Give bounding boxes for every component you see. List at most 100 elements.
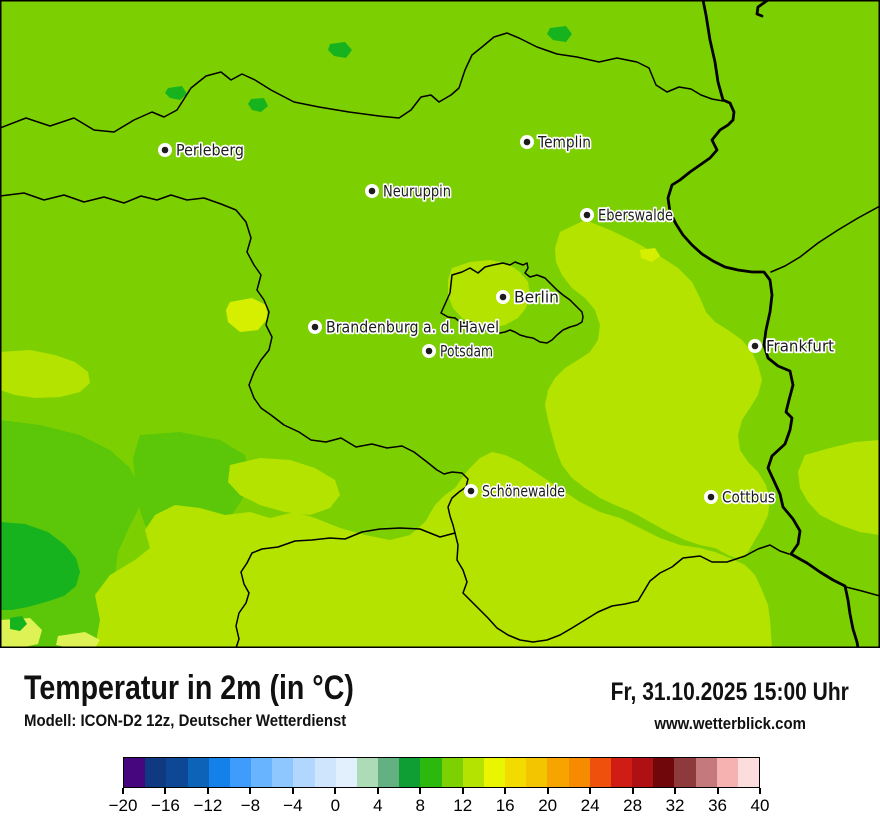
- city-marker-dot: [583, 211, 591, 219]
- city-label: Eberswalde: [598, 206, 673, 225]
- page-title: Temperatur in 2m (in °C): [24, 669, 354, 707]
- colorbar-label--8: −8: [240, 796, 261, 815]
- city-marker-dot: [751, 342, 759, 350]
- colorbar-tick-16: [504, 788, 507, 794]
- map-frame-border: [0, 0, 880, 648]
- colorbar-swatches: [123, 757, 760, 788]
- colorbar-segment-10: [441, 758, 463, 787]
- colorbar-segment--8: [251, 758, 273, 787]
- colorbar-segment-32: [674, 758, 696, 787]
- city-label: Cottbus: [722, 488, 775, 507]
- city-label: Potsdam: [440, 342, 493, 361]
- city-label: Schönewalde: [482, 482, 565, 501]
- colorbar-tick-20: [546, 788, 549, 794]
- city-marker-dot: [707, 493, 715, 501]
- colorbar-segment--18: [145, 758, 167, 787]
- city-templin: Templin: [520, 131, 593, 153]
- city-label: Brandenburg a. d. Havel: [326, 318, 499, 337]
- colorbar-segment--10: [229, 758, 252, 787]
- city-label: Templin: [537, 133, 591, 152]
- colorbar-label-0: 0: [330, 796, 341, 815]
- colorbar-segment--4: [293, 758, 315, 787]
- colorbar-label-8: 8: [415, 796, 425, 815]
- map-canvas: Perleberg Templin Neuruppin Eberswalde Berli…: [0, 0, 880, 648]
- colorbar-segment-36: [716, 758, 738, 787]
- colorbar-label--4: −4: [283, 796, 303, 815]
- colorbar-tick-0: [334, 788, 337, 794]
- map-cool-temp-patches: [0, 26, 572, 631]
- colorbar-label-32: 32: [665, 796, 685, 815]
- colorbar-label-4: 4: [373, 796, 383, 815]
- city-label: Perleberg: [176, 141, 244, 160]
- colorbar-segment-6: [399, 758, 421, 787]
- weather-map: Perleberg Templin Neuruppin Eberswalde Berli…: [0, 0, 880, 648]
- colorbar-segment--2: [314, 758, 336, 787]
- colorbar-tick-28: [631, 788, 634, 794]
- colorbar-segment-30: [653, 758, 675, 787]
- colorbar-tick--20: [122, 788, 124, 794]
- city-berlin: Berlin: [496, 286, 561, 308]
- colorbar-segment-26: [610, 758, 633, 787]
- colorbar-tick-12: [461, 788, 464, 794]
- model-info: Modell: ICON-D2 12z, Deutscher Wetterdie…: [24, 711, 347, 730]
- colorbar-segment-4: [378, 758, 400, 787]
- colorbar-segment--20: [124, 758, 146, 787]
- colorbar-tick--16: [164, 788, 167, 794]
- colorbar-label-16: 16: [495, 796, 515, 815]
- city-label: Berlin: [514, 288, 559, 307]
- colorbar-label-28: 28: [623, 796, 643, 815]
- colorbar-segment-8: [420, 758, 442, 787]
- colorbar-label-36: 36: [708, 796, 727, 815]
- colorbar-segment-2: [356, 758, 379, 787]
- colorbar-tick-labels: −20 −16 −12 −8 −4 0 4 8 12 16 20 24 28 32 36 40: [109, 796, 770, 818]
- colorbar-segment-22: [568, 758, 590, 787]
- colorbar-label--16: −16: [151, 796, 180, 815]
- colorbar-segment--12: [208, 758, 230, 787]
- website-url: www.wetterblick.com: [654, 714, 807, 733]
- colorbar-label--12: −12: [193, 796, 223, 815]
- colorbar-tick-4: [376, 788, 379, 794]
- colorbar-segment-14: [483, 758, 506, 787]
- city-marker-dot: [425, 347, 433, 355]
- colorbar-label-12: 12: [453, 796, 473, 815]
- city-frankfurt: Frankfurt: [748, 335, 836, 357]
- city-potsdam: Potsdam: [422, 340, 495, 362]
- colorbar-tick--12: [206, 788, 209, 794]
- city-eberswalde: Eberswalde: [580, 204, 675, 226]
- city-marker-dot: [467, 487, 475, 495]
- colorbar-segment--6: [272, 758, 294, 787]
- city-marker-dot: [161, 146, 169, 154]
- city-neuruppin: Neuruppin: [365, 180, 453, 202]
- colorbar-tick-40: [759, 788, 761, 794]
- colorbar-segment-18: [526, 758, 548, 787]
- colorbar-segment-0: [335, 758, 357, 787]
- colorbar-ticks: [122, 788, 761, 795]
- colorbar-segment-28: [632, 758, 654, 787]
- temperature-colorbar: −20 −16 −12 −8 −4 0 4 8 12 16 20 24 28 32 36 40: [109, 757, 770, 818]
- colorbar-label--20: −20: [108, 796, 138, 815]
- city-marker-dot: [499, 293, 507, 301]
- city-marker-dot: [311, 323, 319, 331]
- city-sch-newalde: Schönewalde: [464, 480, 567, 502]
- city-label: Frankfurt: [766, 337, 834, 356]
- colorbar-segment-38: [737, 758, 760, 787]
- country-border-line: [666, 0, 860, 648]
- colorbar-segment--16: [166, 758, 188, 787]
- colorbar-tick-8: [419, 788, 422, 794]
- colorbar-label-20: 20: [538, 796, 558, 815]
- colorbar-segment-24: [589, 758, 611, 787]
- city-label: Neuruppin: [383, 182, 451, 201]
- colorbar-tick-36: [716, 788, 719, 794]
- city-marker-dot: [523, 138, 531, 146]
- state-border-lines: [0, 32, 880, 648]
- map-warm-temp-regions: [0, 220, 880, 648]
- colorbar-label-24: 24: [580, 796, 600, 815]
- colorbar-segment-12: [462, 758, 484, 787]
- forecast-datetime: Fr, 31.10.2025 15:00 Uhr: [611, 678, 850, 706]
- colorbar-segment-34: [695, 758, 717, 787]
- colorbar-tick--4: [291, 788, 294, 794]
- colorbar-tick-32: [674, 788, 677, 794]
- colorbar-label-40: 40: [750, 796, 770, 815]
- colorbar-tick-24: [589, 788, 592, 794]
